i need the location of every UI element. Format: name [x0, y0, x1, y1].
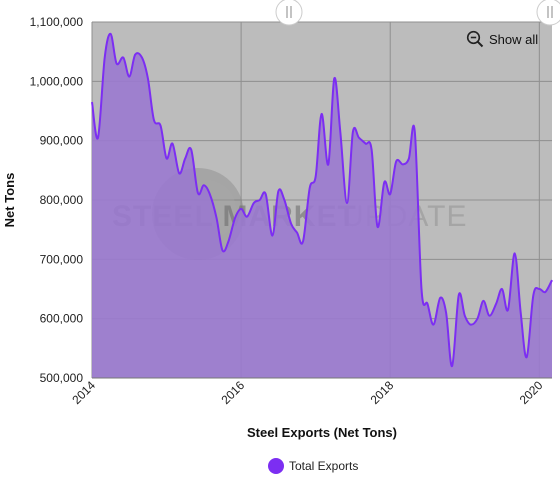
y-tick-label: 900,000	[40, 134, 84, 148]
legend-label-total-exports: Total Exports	[289, 459, 359, 473]
x-axis-ticks: 2014 2016 2018 2020	[69, 378, 545, 407]
series-line-total-exports[interactable]	[91, 32, 553, 368]
y-tick-label: 1,100,000	[30, 15, 84, 29]
zoom-out-icon	[466, 30, 484, 48]
series-area-total-exports	[92, 33, 552, 378]
x-tick-label: 2018	[368, 378, 397, 407]
legend-marker-total-exports	[268, 458, 284, 474]
legend[interactable]: Total Exports	[268, 458, 358, 474]
show-all-label: Show all	[489, 31, 539, 47]
x-tick-label: 2020	[517, 378, 546, 407]
navigator-handle-left[interactable]	[275, 0, 303, 26]
y-axis-title: Net Tons	[2, 173, 17, 228]
y-tick-label: 800,000	[40, 193, 84, 207]
x-axis-title: Steel Exports (Net Tons)	[247, 425, 397, 440]
navigator-handle-right[interactable]	[536, 0, 560, 26]
y-tick-label: 1,000,000	[30, 74, 84, 88]
y-axis-ticks: 500,000 600,000 700,000 800,000 900,000 1,000…	[30, 15, 84, 385]
x-tick-label: 2016	[218, 378, 247, 407]
y-tick-label: 700,000	[40, 252, 84, 266]
show-all-button[interactable]: Show all	[466, 28, 538, 50]
y-tick-label: 600,000	[40, 312, 84, 326]
y-tick-label: 500,000	[40, 371, 84, 385]
